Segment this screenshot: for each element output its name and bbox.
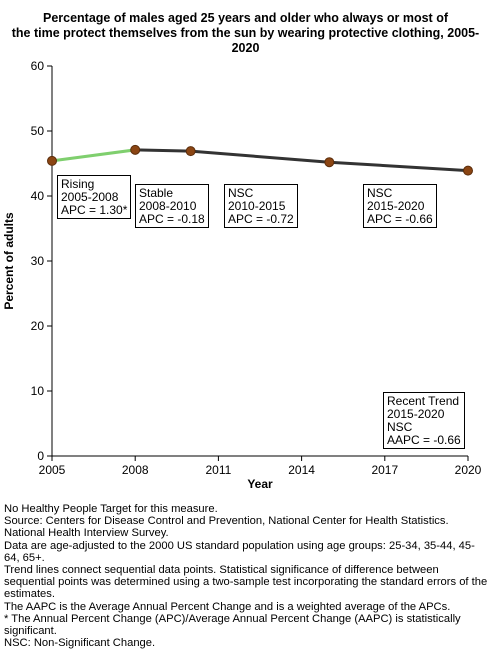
trend-line-2 (133, 148, 193, 153)
recent-trend-line-1: Recent Trend (387, 394, 460, 408)
trend-line-4 (327, 160, 470, 173)
chart-title: Percentage of males aged 25 years and ol… (0, 11, 491, 56)
segment-label-4-line-1: NSC (367, 186, 393, 200)
x-tick-label-2014: 2014 (288, 463, 315, 477)
axes: 0 10 20 30 40 50 60 2005 2008 2011 2014 2017 2020 Yea… (2, 59, 482, 491)
segment-label-3: NSC 2010-2015 APC = -0.72 (224, 184, 298, 228)
segment-label-1-line-2: 2005-2008 (61, 190, 119, 204)
segment-label-3-line-1: NSC (228, 186, 254, 200)
segment-label-4: NSC 2015-2020 APC = -0.66 (363, 184, 437, 228)
segment-label-1-line-3: APC = 1.30* (61, 203, 128, 217)
recent-trend-line-2: 2015-2020 (387, 407, 445, 421)
data-point-2008 (130, 144, 141, 155)
footnote-nsc: NSC: Non-Significant Change. (4, 637, 156, 649)
x-tick-label-2011: 2011 (205, 463, 231, 477)
segment-label-2-line-3: APC = -0.18 (139, 212, 205, 226)
footnote-aapc-definition: The AAPC is the Average Annual Percent C… (4, 600, 451, 613)
y-tick-label-20: 20 (31, 319, 45, 333)
recent-trend-line-3: NSC (387, 420, 413, 434)
segment-label-4-line-3: APC = -0.66 (367, 212, 433, 226)
trend-lines (50, 148, 470, 173)
recent-trend-label: Recent Trend 2015-2020 NSC AAPC = -0.66 (383, 392, 465, 449)
x-tick-label-2020: 2020 (455, 463, 482, 477)
trend-line-1 (50, 148, 137, 163)
y-tick-label-0: 0 (37, 449, 44, 463)
data-point-2005 (47, 155, 57, 166)
data-markers (47, 144, 473, 176)
data-point-2020 (463, 165, 473, 176)
x-tick-label-2008: 2008 (122, 463, 149, 477)
y-tick-label-30: 30 (31, 254, 45, 268)
recent-trend-line-4: AAPC = -0.66 (387, 433, 461, 447)
segment-label-3-line-3: APC = -0.72 (228, 212, 294, 226)
footnotes: No Healthy People Target for this measur… (4, 503, 490, 649)
y-tick-label-60: 60 (31, 59, 45, 73)
data-point-2015 (324, 157, 335, 168)
y-axis-title: Percent of adults (2, 212, 16, 310)
line-chart: 0 10 20 30 40 50 60 2005 2008 2011 2014 2017 2020 Yea… (2, 59, 482, 491)
segment-label-3-line-2: 2010-2015 (228, 199, 286, 213)
segment-label-2: Stable 2008-2010 APC = -0.18 (135, 184, 209, 228)
x-tick-label-2017: 2017 (371, 463, 398, 477)
y-tick-label-40: 40 (31, 189, 45, 203)
trend-line-3 (189, 149, 331, 164)
data-point-2010 (185, 146, 196, 157)
footnote-target: No Healthy People Target for this measur… (4, 503, 218, 515)
footnote-trend-lines: Trend lines connect sequential data poin… (4, 564, 488, 601)
segment-label-1: Rising 2005-2008 APC = 1.30* (57, 175, 132, 219)
segment-label-2-line-2: 2008-2010 (139, 199, 197, 213)
x-tick-label-2005: 2005 (39, 463, 66, 477)
segment-label-1-line-1: Rising (61, 177, 95, 191)
y-tick-label-10: 10 (31, 384, 45, 398)
y-tick-label-50: 50 (31, 124, 45, 138)
segment-label-2-line-1: Stable (139, 186, 174, 200)
segment-label-4-line-2: 2015-2020 (367, 199, 425, 213)
footnote-source: Source: Centers for Disease Control and … (4, 515, 449, 540)
chart-title-line-2: the time protect themselves from the sun… (11, 26, 480, 55)
x-axis-title: Year (247, 477, 273, 491)
footnote-significance: * The Annual Percent Change (APC)/Averag… (4, 612, 461, 638)
footnote-age-adjustment: Data are age-adjusted to the 2000 US sta… (4, 539, 475, 564)
chart-title-line-1: Percentage of males aged 25 years and ol… (42, 11, 448, 25)
